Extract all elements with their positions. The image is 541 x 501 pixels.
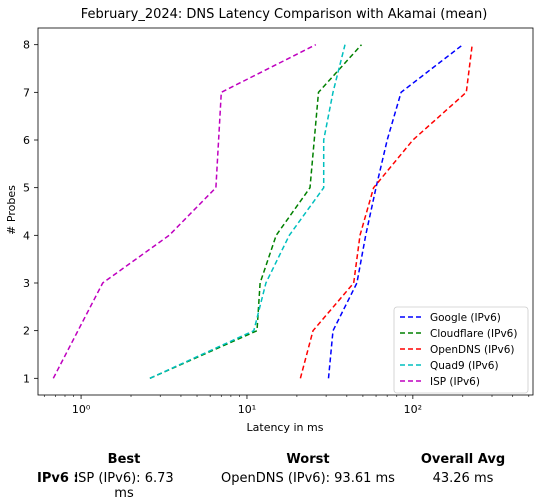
y-axis: 1 2 3 4 5 6 7 8	[23, 39, 38, 385]
legend-label: Cloudflare (IPv6)	[430, 328, 517, 340]
series-line-4	[52, 44, 317, 379]
x-tick-label: 10⁰	[72, 403, 91, 416]
y-tick-label: 2	[23, 325, 30, 338]
latency-chart: February_2024: DNS Latency Comparison wi…	[5, 7, 534, 434]
y-tick-label: 5	[23, 182, 30, 195]
legend-label: Quad9 (IPv6)	[430, 360, 499, 372]
series-line-0	[327, 44, 464, 379]
x-axis-label: Latency in ms	[247, 421, 324, 434]
ipv6-row-label: IPv6 :	[37, 471, 79, 486]
legend-label: Google (IPv6)	[430, 312, 501, 324]
legend-label: ISP (IPv6)	[430, 376, 480, 388]
chart-title: February_2024: DNS Latency Comparison wi…	[81, 7, 488, 22]
series-line-2	[299, 44, 473, 379]
legend-box	[393, 306, 529, 394]
y-tick-label: 6	[23, 134, 30, 147]
x-axis: 10⁰ 10¹ 10²	[43, 395, 530, 416]
best-header: Best	[107, 452, 141, 467]
y-axis-label: # Probes	[5, 185, 18, 235]
worst-value: OpenDNS (IPv6): 93.61 ms	[221, 471, 395, 486]
y-tick-label: 3	[23, 277, 30, 290]
plot-area	[52, 44, 473, 379]
x-tick-label: 10²	[404, 403, 422, 416]
y-tick-label: 8	[23, 39, 30, 52]
legend: Google (IPv6) Cloudflare (IPv6) OpenDNS (I…	[393, 306, 529, 394]
series-line-1	[149, 44, 363, 379]
legend-label: OpenDNS (IPv6)	[430, 344, 515, 356]
plot-frame	[37, 27, 534, 396]
worst-header: Worst	[286, 452, 330, 467]
x-tick-label: 10¹	[238, 403, 256, 416]
overall-avg-header: Overall Avg	[420, 452, 506, 467]
y-tick-label: 7	[23, 86, 30, 99]
series-line-3	[149, 44, 346, 379]
overall-avg-value: 43.26 ms	[432, 471, 494, 486]
y-tick-label: 4	[23, 229, 30, 242]
best-value: ISP (IPv6): 6.73 ms	[74, 471, 174, 501]
y-tick-label: 1	[23, 372, 30, 385]
